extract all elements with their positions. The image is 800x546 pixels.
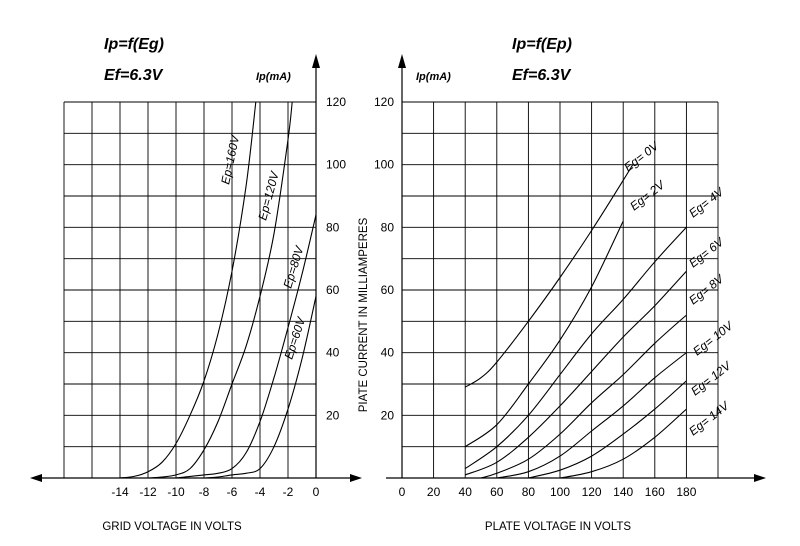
right-x-tick-40: 40 — [459, 485, 473, 499]
series-eg-6v — [464, 270, 687, 476]
right-x-tick-20: 20 — [427, 485, 441, 499]
left-x-tick-4: -4 — [255, 485, 266, 499]
right-y-arrow-icon — [398, 54, 406, 68]
right-x-tick-100: 100 — [550, 485, 570, 499]
right-x-axis-label: PLATE VOLTAGE IN VOLTS — [485, 521, 631, 533]
curve-label-ep-80v: Ep=80V — [280, 244, 306, 290]
series-eg-4v — [464, 226, 687, 470]
left-x-tick-10: -10 — [167, 485, 185, 499]
right-x-tick-0: 0 — [399, 485, 406, 499]
curve-label-eg-14v: Eg= 14V — [686, 398, 732, 438]
right-y-tick-40: 40 — [381, 346, 395, 360]
left-y-tick-100: 100 — [326, 158, 346, 172]
series-eg-14v — [559, 408, 687, 479]
left-tick-labels: -14 -12 -10 -8 -6 -4 -2 0 20 40 60 80 100 120 — [111, 95, 346, 499]
right-y-tick-120: 120 — [374, 95, 394, 109]
series-eg-8v — [480, 314, 687, 479]
right-x-tick-80: 80 — [522, 485, 536, 499]
left-grid — [63, 101, 317, 479]
right-y-tick-80: 80 — [381, 220, 395, 234]
left-x-arrow-icon — [30, 474, 42, 482]
series-eg-10v — [496, 352, 687, 479]
plate-characteristic-chart: 0 20 40 60 80 100 120 140 160 180 20 40 60 80 100 120 I… — [358, 36, 766, 533]
left-y-tick-60: 60 — [326, 283, 340, 297]
left-x-tick-14: -14 — [111, 485, 129, 499]
grid-transfer-chart: -14 -12 -10 -8 -6 -4 -2 0 20 40 60 80 100 120 Ip=f(Eg… — [30, 36, 362, 533]
left-x-tick-12: -12 — [139, 485, 157, 499]
left-y-tick-40: 40 — [326, 346, 340, 360]
left-y-axis-label: Ip(mA) — [256, 71, 291, 83]
left-x-tick-8: -8 — [199, 485, 210, 499]
right-y-tick-60: 60 — [381, 283, 395, 297]
curve-label-eg-0v: Eg= 0V — [621, 138, 662, 174]
left-x-axis-label: GRID VOLTAGE IN VOLTS — [102, 521, 242, 533]
curve-label-eg-2v: Eg= 2V — [627, 177, 668, 213]
right-x-tick-120: 120 — [582, 485, 602, 499]
series-ep-160v — [119, 101, 257, 479]
curve-label-eg-4v: Eg= 4V — [686, 184, 727, 220]
right-y-tick-100: 100 — [374, 158, 394, 172]
curve-label-eg-12v: Eg= 12V — [688, 358, 734, 398]
right-chart-subtitle: Ef=6.3V — [512, 67, 572, 84]
series-eg-2v — [464, 220, 624, 448]
left-y-arrow-icon — [312, 54, 320, 68]
right-x-tick-60: 60 — [490, 485, 504, 499]
left-chart-title: Ip=f(Eg) — [104, 36, 164, 53]
right-chart-title: Ip=f(Ep) — [512, 36, 572, 53]
left-y-tick-120: 120 — [326, 95, 346, 109]
right-tick-labels: 0 20 40 60 80 100 120 140 160 180 20 40 60 80 100 120 — [374, 95, 697, 499]
left-x-arrow-right-icon — [350, 474, 362, 482]
series-eg-12v — [528, 380, 687, 479]
right-y-tick-20: 20 — [381, 408, 395, 422]
right-x-tick-180: 180 — [676, 485, 696, 499]
series-ep-60v — [203, 296, 317, 479]
right-x-tick-140: 140 — [613, 485, 633, 499]
right-y-axis-label: PIATE CURRENT IN MILLIAMPERES — [358, 217, 370, 412]
left-chart-subtitle: Ef=6.3V — [104, 67, 164, 84]
right-y-unit-label: Ip(mA) — [416, 71, 451, 83]
left-x-tick-2: -2 — [283, 485, 294, 499]
curve-label-ep-120v: Ep=120V — [255, 169, 282, 222]
right-curves — [464, 164, 687, 479]
left-x-tick-0: 0 — [313, 485, 320, 499]
series-eg-0v — [464, 164, 634, 388]
right-axes — [386, 54, 766, 482]
right-x-tick-160: 160 — [645, 485, 665, 499]
left-axes — [30, 54, 362, 482]
curve-label-eg-6v: Eg= 6V — [686, 234, 727, 270]
curve-label-eg-8v: Eg= 8V — [686, 271, 727, 307]
series-ep-120v — [147, 101, 293, 479]
left-y-tick-20: 20 — [326, 408, 340, 422]
right-grid — [401, 101, 719, 479]
series-ep-80v — [175, 214, 317, 479]
left-y-tick-80: 80 — [326, 220, 340, 234]
left-x-tick-6: -6 — [227, 485, 238, 499]
right-x-arrow-icon — [754, 474, 766, 482]
curve-label-ep-160v: Ep=160V — [218, 133, 242, 186]
left-curves — [119, 101, 317, 479]
